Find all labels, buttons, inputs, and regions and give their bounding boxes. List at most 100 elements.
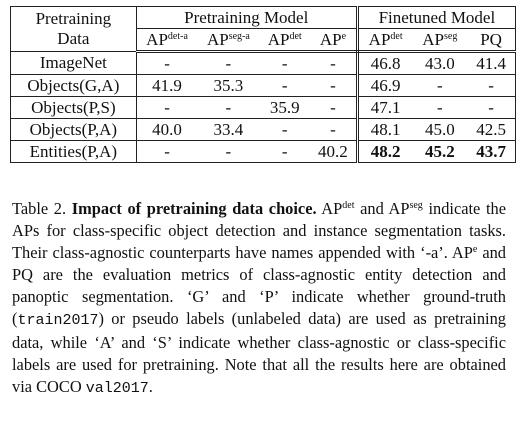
cell: 45.0 — [412, 118, 468, 141]
col-header: APdet — [259, 28, 311, 53]
row-label: ImageNet — [10, 51, 137, 75]
cell: - — [259, 118, 311, 141]
caption-text: ) or pseudo labels (unlabeled data) are … — [12, 309, 506, 396]
col-text: AP — [319, 29, 342, 49]
caption-text: train2017 — [17, 312, 99, 329]
cell-text: - — [488, 75, 494, 95]
cell: 46.8 — [357, 51, 413, 75]
col-sup: seg — [444, 30, 458, 42]
table-row: Objects(P,S) - - 35.9 - 47.1 - - — [10, 96, 516, 119]
cell-text: 33.4 — [213, 119, 244, 139]
cell-text: 35.9 — [269, 97, 300, 117]
cell: 33.4 — [197, 118, 260, 141]
cell-text: 46.9 — [370, 75, 401, 95]
caption-text: e — [472, 244, 478, 255]
cell-text: - — [330, 119, 336, 139]
row-label: Objects(G,A) — [10, 74, 137, 97]
col-text: PQ — [480, 29, 502, 49]
cell-text: 47.1 — [370, 97, 401, 117]
cell: - — [259, 74, 311, 97]
cell-text: - — [281, 75, 288, 95]
cell-text: Objects(P,S) — [31, 97, 116, 117]
col-text: AP — [368, 29, 391, 49]
cell-text: - — [330, 97, 336, 117]
cell-text: 46.8 — [370, 53, 401, 73]
col-sup: det — [289, 30, 302, 42]
cell-text: 48.1 — [370, 119, 401, 139]
cell: 35.3 — [197, 74, 260, 97]
results-table: Pretraining Data Pretraining Model Finetu… — [10, 6, 516, 163]
caption-text: Table 2. — [12, 199, 72, 218]
cell-text: Objects(P,A) — [29, 119, 118, 139]
header-text: Pretraining — [35, 9, 112, 28]
cell: - — [197, 96, 260, 119]
table-row: Objects(P,A) 40.0 33.4 - - 48.1 45.0 42.5 — [10, 118, 516, 141]
cell: - — [412, 96, 468, 119]
cell: 48.1 — [357, 118, 413, 141]
header-text: Data — [57, 29, 90, 48]
cell: - — [197, 51, 260, 75]
col-text: AP — [422, 29, 445, 49]
cell-text: 41.4 — [476, 53, 506, 73]
cell: - — [310, 74, 359, 97]
cell: 45.2 — [412, 140, 468, 163]
caption-text: det — [342, 200, 355, 211]
cell: - — [259, 51, 311, 75]
row-label: Entities(P,A) — [10, 140, 137, 163]
caption: Table 2. Impact of pretraining data choi… — [12, 198, 506, 400]
table-row: Entities(P,A) - - - 40.2 48.2 45.2 43.7 — [10, 140, 516, 163]
col-sup: det-a — [167, 30, 188, 42]
cell-text: - — [281, 119, 288, 139]
cell: - — [412, 74, 468, 97]
cell-text: - — [164, 97, 170, 117]
cell-text: - — [330, 53, 336, 73]
cell-text: - — [164, 53, 170, 73]
cell-text: 35.3 — [213, 75, 244, 95]
cell-text: - — [436, 75, 443, 95]
cell: - — [136, 51, 198, 75]
col-header: PQ — [467, 28, 516, 53]
cell: 35.9 — [259, 96, 311, 119]
col-header: APseg-a — [197, 28, 260, 53]
cell-text: - — [488, 97, 494, 117]
col-header: APe — [310, 28, 359, 53]
cell: - — [136, 96, 198, 119]
cell-text: - — [225, 53, 232, 73]
cell: 43.7 — [467, 140, 516, 163]
cell-text: ImageNet — [39, 53, 107, 72]
caption-text: AP — [316, 199, 343, 218]
cell-text: - — [225, 97, 232, 117]
cell-text: Objects(G,A) — [27, 75, 120, 95]
cell: - — [197, 140, 260, 163]
cell-text: 43.0 — [424, 53, 455, 73]
cell-text: 40.0 — [152, 119, 182, 139]
cell: 47.1 — [357, 96, 413, 119]
cell: 46.9 — [357, 74, 413, 97]
col-sup: e — [341, 30, 347, 42]
cell-text: - — [164, 141, 170, 161]
cell: - — [136, 140, 198, 163]
cell-text: Entities(P,A) — [29, 141, 118, 161]
col-sup: seg-a — [228, 30, 250, 42]
table-row: ImageNet - - - - 46.8 43.0 41.4 — [10, 51, 516, 75]
cell: - — [467, 74, 516, 97]
col-header: APdet — [357, 28, 413, 53]
cell-text: - — [281, 141, 288, 161]
group-header: Finetuned Model — [357, 6, 516, 29]
cell-text: 40.2 — [318, 141, 348, 161]
cell: - — [259, 140, 311, 163]
cell-text: - — [281, 53, 288, 73]
cell: 40.2 — [310, 140, 359, 163]
caption-text: val2017 — [85, 380, 149, 397]
cell-text: - — [330, 75, 336, 95]
table-body: ImageNet - - - -46.8 43.0 41.4 Objects(G,A) 41.9… — [10, 51, 516, 163]
caption-text: and AP — [354, 199, 410, 218]
cell-text: - — [436, 97, 443, 117]
caption-text: seg — [409, 200, 423, 211]
table-row: Objects(G,A) 41.9 35.3 - - 46.9 - - — [10, 74, 516, 97]
cell: - — [310, 96, 359, 119]
cell-text: 41.9 — [152, 75, 182, 95]
row-label: Objects(P,A) — [10, 118, 137, 141]
col-text: AP — [146, 29, 168, 49]
cell: 42.5 — [467, 118, 516, 141]
